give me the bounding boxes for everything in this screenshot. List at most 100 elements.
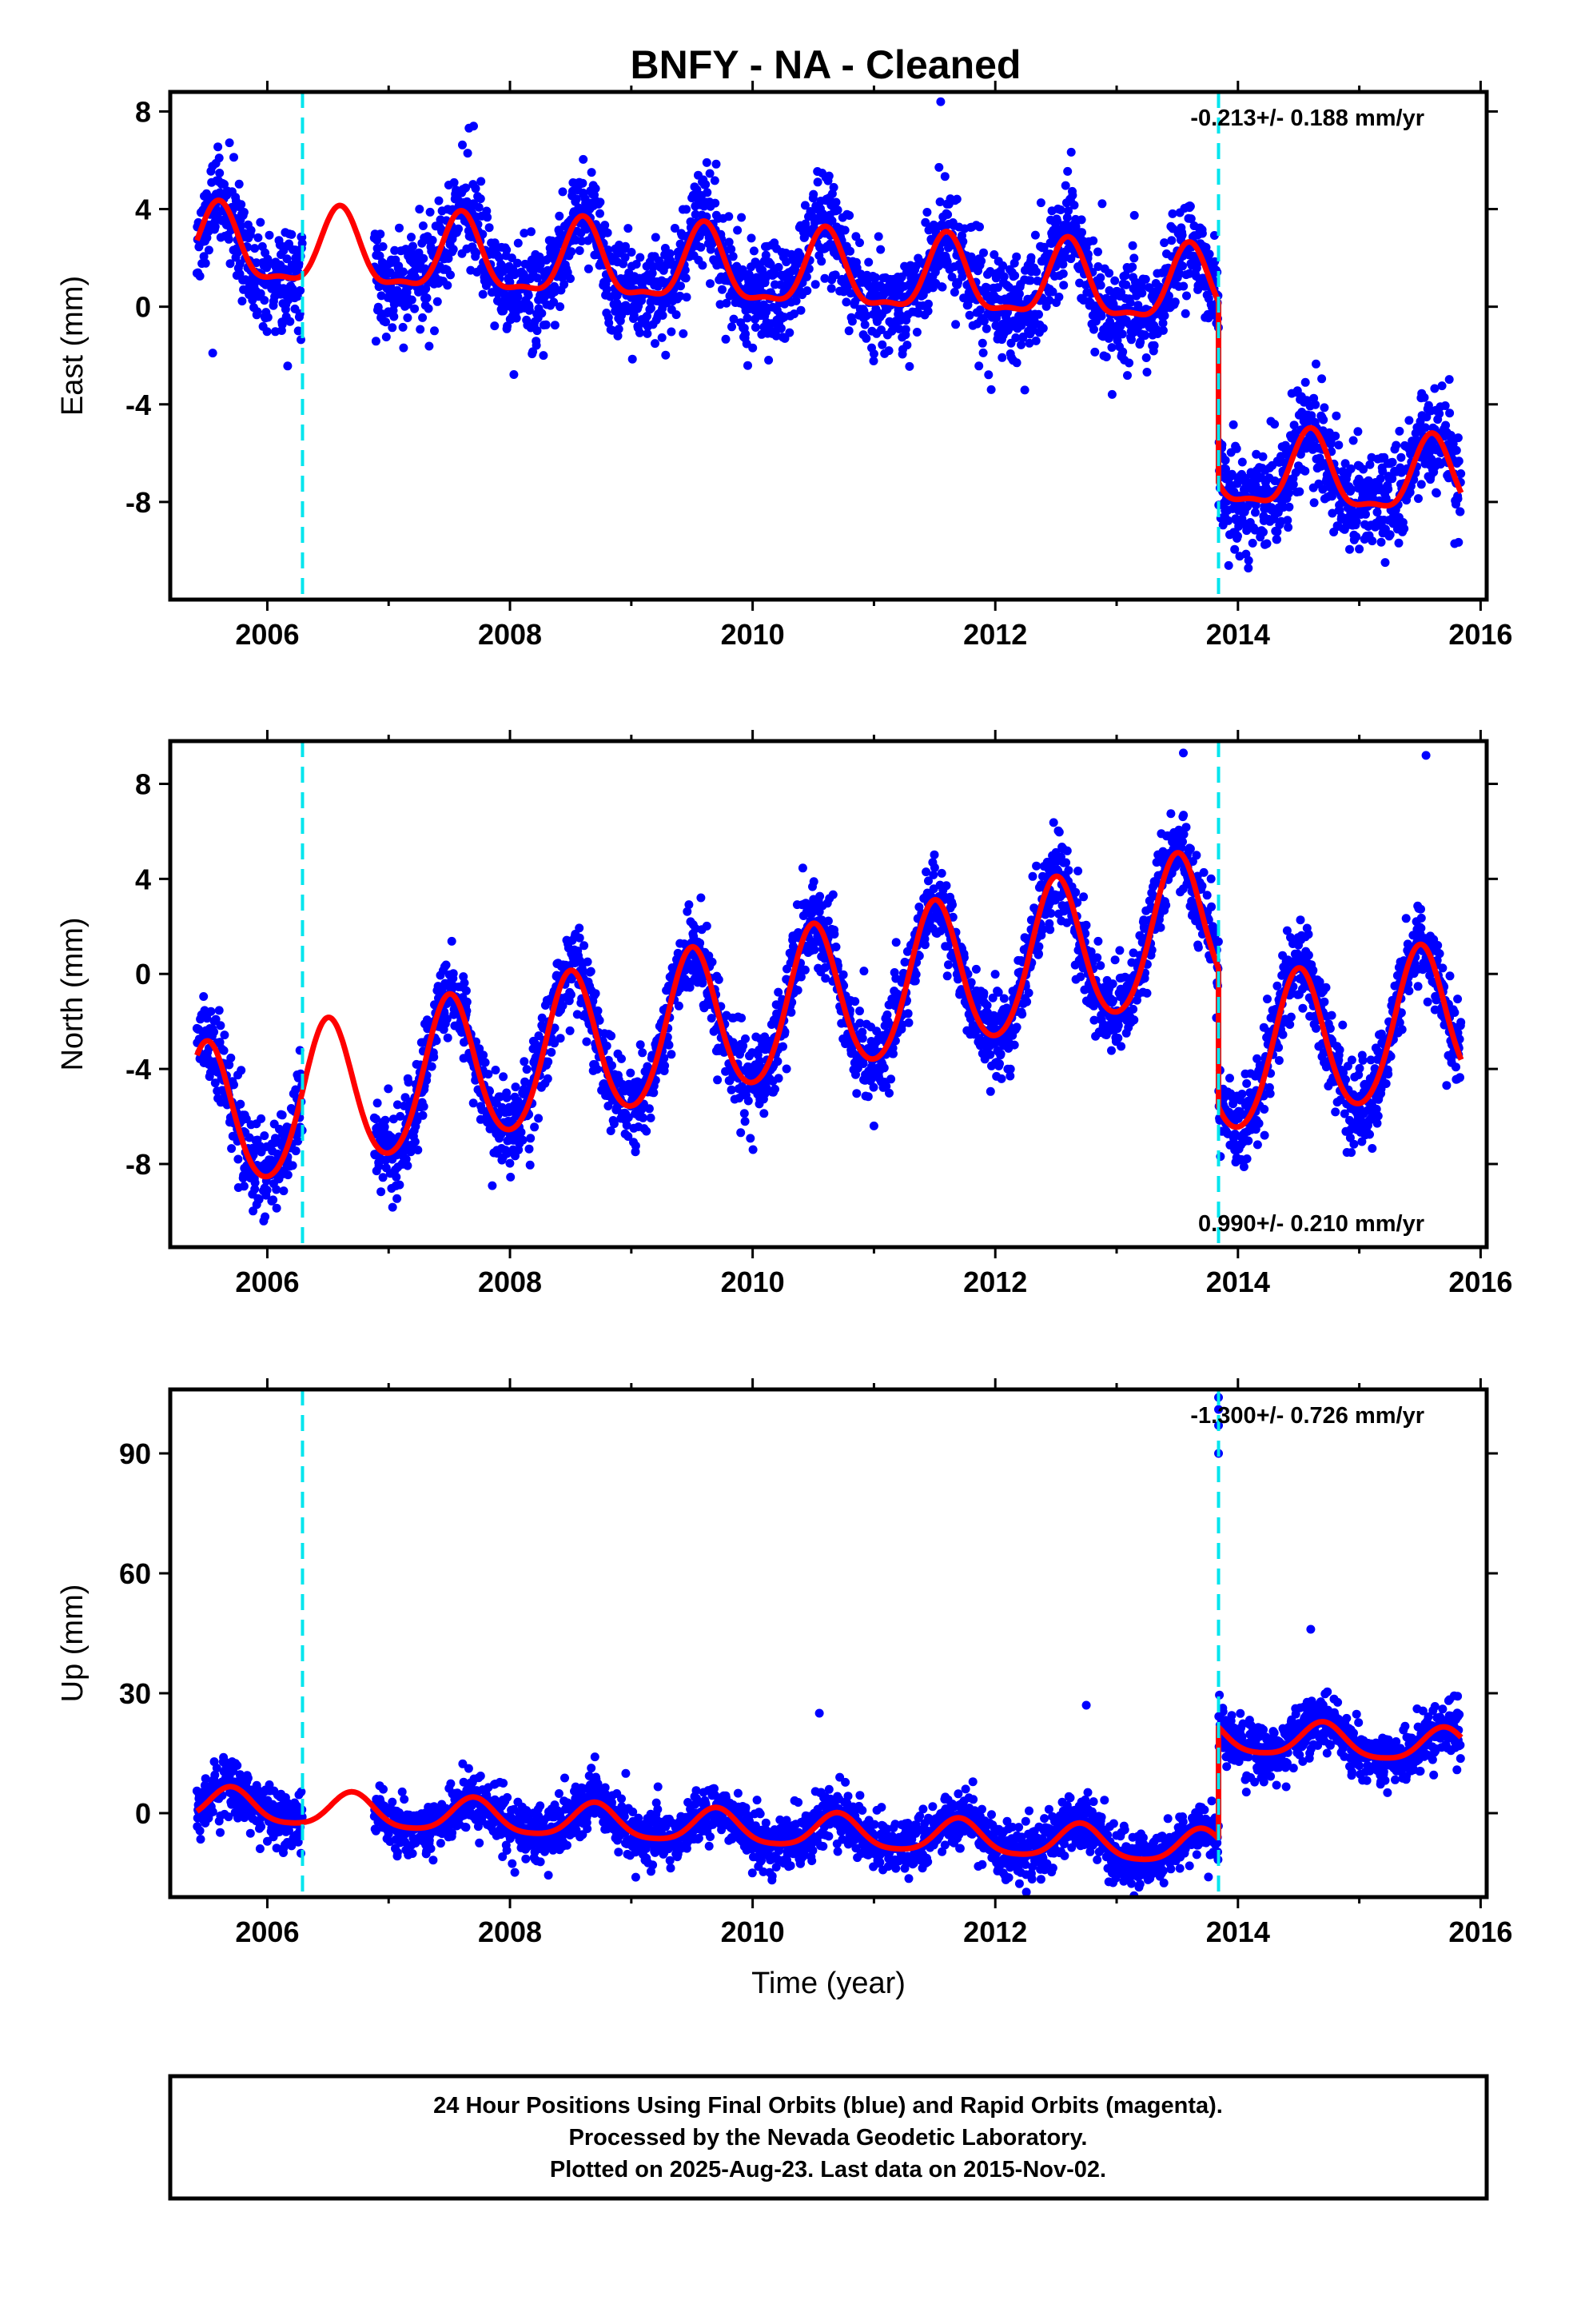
data-point bbox=[779, 1042, 787, 1051]
data-point bbox=[979, 249, 988, 257]
data-point bbox=[233, 1155, 242, 1164]
data-point bbox=[1395, 427, 1404, 436]
data-point bbox=[1300, 467, 1309, 476]
data-point bbox=[736, 1128, 745, 1137]
data-point bbox=[811, 280, 820, 289]
data-point bbox=[448, 937, 456, 946]
data-point bbox=[635, 253, 644, 262]
data-point bbox=[749, 1146, 758, 1154]
x-tick-label: 2006 bbox=[235, 618, 299, 651]
data-point bbox=[547, 1048, 556, 1057]
data-point bbox=[1159, 326, 1168, 335]
data-point bbox=[372, 337, 380, 345]
data-point bbox=[974, 361, 983, 370]
data-point bbox=[1129, 253, 1138, 262]
data-point bbox=[556, 1034, 565, 1042]
data-point bbox=[551, 321, 560, 329]
data-point bbox=[523, 1065, 532, 1074]
data-point bbox=[682, 205, 691, 213]
data-point bbox=[912, 970, 921, 979]
data-point bbox=[433, 297, 442, 306]
x-tick-label: 2012 bbox=[963, 618, 1027, 651]
data-point bbox=[1097, 312, 1106, 321]
data-point bbox=[885, 1089, 894, 1098]
data-point bbox=[419, 221, 428, 230]
data-point bbox=[206, 1007, 215, 1016]
data-point bbox=[1233, 444, 1241, 453]
data-point bbox=[703, 158, 711, 167]
x-tick-label: 2016 bbox=[1448, 618, 1512, 651]
data-point bbox=[512, 314, 521, 323]
data-point bbox=[199, 992, 208, 1001]
data-point bbox=[1126, 298, 1135, 307]
data-point bbox=[263, 327, 272, 336]
data-point bbox=[273, 1204, 281, 1213]
data-point bbox=[841, 226, 850, 235]
data-point bbox=[615, 325, 623, 333]
data-point bbox=[631, 1142, 640, 1150]
data-point bbox=[595, 209, 604, 218]
velocity-label: -0.213+/- 0.188 mm/yr bbox=[1190, 106, 1424, 131]
data-point bbox=[930, 851, 939, 859]
data-point bbox=[201, 259, 210, 268]
data-point bbox=[426, 208, 435, 217]
data-point bbox=[251, 1178, 260, 1187]
data-point bbox=[399, 268, 408, 277]
y-axis-label: East (mm) bbox=[56, 276, 90, 416]
data-point bbox=[278, 1110, 287, 1119]
data-point bbox=[253, 233, 262, 242]
outlier-point bbox=[209, 349, 217, 357]
data-point bbox=[260, 296, 269, 305]
data-point bbox=[905, 1018, 914, 1027]
data-point bbox=[575, 923, 583, 932]
data-point bbox=[845, 211, 854, 220]
data-point bbox=[1096, 273, 1105, 282]
data-point bbox=[1353, 427, 1362, 436]
data-point bbox=[539, 351, 548, 360]
data-point bbox=[520, 1057, 528, 1066]
data-point bbox=[858, 1034, 867, 1042]
data-point bbox=[450, 178, 459, 187]
data-point bbox=[930, 863, 939, 872]
data-point bbox=[683, 293, 691, 301]
data-point bbox=[938, 283, 947, 292]
data-point bbox=[225, 138, 234, 147]
data-point bbox=[227, 1144, 236, 1153]
data-point bbox=[481, 1058, 490, 1067]
data-point bbox=[871, 273, 880, 282]
data-point bbox=[1445, 375, 1454, 384]
data-point bbox=[458, 141, 467, 149]
data-point bbox=[1352, 532, 1360, 541]
data-point bbox=[1108, 390, 1117, 399]
data-point bbox=[415, 205, 424, 213]
data-point bbox=[642, 1127, 651, 1136]
data-point bbox=[428, 1062, 436, 1071]
data-point bbox=[874, 232, 883, 241]
data-point bbox=[751, 323, 760, 332]
data-point bbox=[418, 313, 427, 322]
data-point bbox=[711, 199, 719, 208]
data-point bbox=[392, 1194, 401, 1203]
data-point bbox=[924, 300, 933, 309]
outlier-point bbox=[469, 122, 478, 130]
data-point bbox=[289, 1161, 297, 1170]
data-point bbox=[403, 1162, 412, 1170]
data-point bbox=[444, 1034, 452, 1042]
data-point bbox=[424, 342, 433, 351]
data-point bbox=[659, 311, 667, 320]
data-point bbox=[215, 169, 224, 177]
data-point bbox=[1097, 281, 1105, 289]
data-point bbox=[1320, 403, 1328, 412]
data-point bbox=[953, 195, 962, 204]
data-point bbox=[591, 989, 600, 998]
data-point bbox=[797, 306, 806, 315]
data-point bbox=[595, 197, 604, 206]
data-point bbox=[1420, 393, 1429, 402]
data-point bbox=[1441, 401, 1450, 410]
data-point bbox=[423, 293, 432, 302]
data-point bbox=[1093, 248, 1102, 257]
data-point bbox=[1311, 401, 1320, 409]
data-point bbox=[593, 1065, 602, 1074]
data-point bbox=[848, 317, 857, 325]
